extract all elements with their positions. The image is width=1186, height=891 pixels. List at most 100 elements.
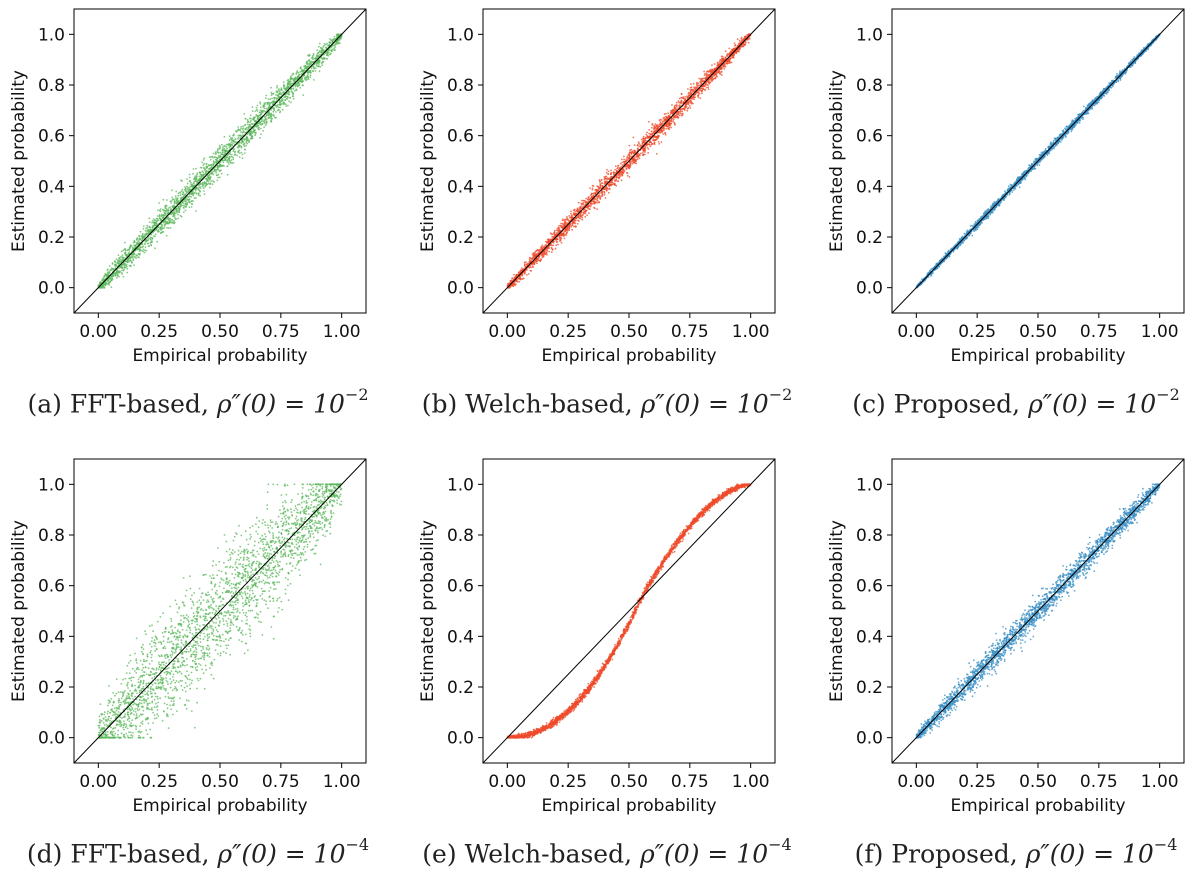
data-point: [231, 154, 233, 156]
data-point: [734, 45, 736, 47]
data-point: [621, 179, 623, 181]
data-point: [567, 219, 569, 221]
data-point: [145, 227, 147, 229]
data-point: [336, 41, 338, 43]
data-point: [679, 113, 681, 115]
data-point: [648, 143, 650, 145]
data-point: [288, 93, 290, 95]
data-point: [575, 226, 577, 228]
data-point: [209, 156, 211, 158]
data-point: [165, 211, 167, 213]
data-point: [263, 126, 265, 128]
data-point: [599, 198, 601, 200]
data-point: [136, 255, 138, 257]
data-point: [157, 230, 159, 232]
data-point: [321, 63, 323, 65]
data-point: [184, 201, 186, 203]
data-point: [255, 110, 257, 112]
data-point: [227, 159, 229, 161]
data-point: [696, 84, 698, 86]
data-point: [172, 219, 174, 221]
data-point: [185, 187, 187, 189]
data-point: [337, 33, 339, 35]
data-point: [315, 67, 317, 69]
data-point: [682, 114, 684, 116]
data-point: [264, 110, 266, 112]
data-point: [182, 189, 184, 191]
data-point: [689, 107, 691, 109]
data-point: [252, 132, 254, 134]
data-point: [287, 83, 289, 85]
data-point: [208, 179, 210, 181]
data-point: [219, 177, 221, 179]
data-point: [572, 223, 574, 225]
data-point: [623, 159, 625, 161]
data-point: [261, 123, 263, 125]
data-point: [598, 195, 600, 197]
data-point: [201, 161, 203, 163]
data-point: [297, 75, 299, 77]
data-point: [159, 216, 161, 218]
data-point: [106, 275, 108, 277]
data-point: [246, 129, 248, 131]
data-point: [263, 104, 265, 106]
data-point: [228, 161, 230, 163]
data-point: [234, 151, 236, 153]
data-point: [221, 144, 223, 146]
data-point: [236, 130, 238, 132]
data-point: [246, 143, 248, 145]
data-point: [152, 238, 154, 240]
data-point: [658, 135, 660, 137]
data-point: [207, 176, 209, 178]
data-point: [212, 164, 214, 166]
data-point: [182, 193, 184, 195]
data-point: [189, 177, 191, 179]
data-point: [272, 111, 274, 113]
data-point: [591, 193, 593, 195]
data-point: [232, 150, 234, 152]
data-point: [124, 242, 126, 244]
data-point: [293, 73, 295, 75]
data-point: [583, 212, 585, 214]
data-point: [671, 123, 673, 125]
data-point: [706, 87, 708, 89]
data-point: [578, 202, 580, 204]
data-point: [203, 190, 205, 192]
data-point: [704, 89, 706, 91]
data-point: [557, 244, 559, 246]
data-point: [284, 88, 286, 90]
data-point: [179, 192, 181, 194]
data-point: [684, 96, 686, 98]
data-point: [639, 158, 641, 160]
data-point: [627, 172, 629, 174]
data-point: [260, 128, 262, 130]
data-point: [731, 62, 733, 64]
data-point: [235, 138, 237, 140]
data-point: [701, 93, 703, 95]
data-point: [257, 110, 259, 112]
data-point: [175, 195, 177, 197]
x-tick-label: 1.00: [323, 322, 361, 342]
data-point: [577, 207, 579, 209]
data-point: [648, 121, 650, 123]
data-point: [154, 247, 156, 249]
data-point: [105, 273, 107, 275]
data-point: [116, 258, 118, 260]
data-point: [717, 62, 719, 64]
data-point: [605, 197, 607, 199]
data-point: [139, 250, 141, 252]
data-point: [539, 260, 541, 262]
data-point: [329, 38, 331, 40]
data-point: [177, 197, 179, 199]
data-point: [296, 70, 298, 72]
data-point: [313, 79, 315, 81]
data-point: [708, 88, 710, 90]
data-point: [175, 209, 177, 211]
data-point: [264, 108, 266, 110]
data-point: [539, 251, 541, 253]
data-point: [319, 70, 321, 72]
data-point: [559, 240, 561, 242]
data-point: [210, 159, 212, 161]
data-point: [229, 139, 231, 141]
data-point: [216, 174, 218, 176]
